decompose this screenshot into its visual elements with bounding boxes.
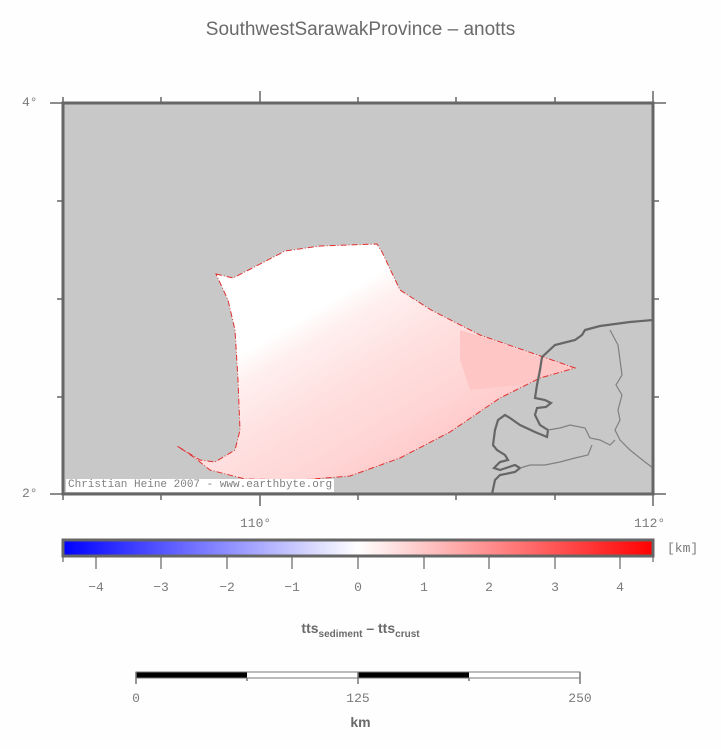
map-title: SouthwestSarawakProvince – anotts: [205, 19, 516, 40]
axis-ticks: [50, 91, 666, 506]
colorbar-tick: 3: [551, 580, 559, 595]
colorbar-tick: 1: [420, 580, 428, 595]
colorbar-tick: 2: [485, 580, 493, 595]
scale-tick: 125: [346, 691, 370, 706]
province-boundary: [176, 243, 577, 481]
lat-label-4: 4°: [22, 95, 38, 110]
colorbar-tick: 4: [616, 580, 624, 595]
credit-text: Christian Heine 2007 - www.earthbyte.org: [66, 479, 335, 492]
colorbar-tick: 0: [354, 580, 362, 595]
lon-label-112: 112°: [634, 516, 666, 531]
scale-tick: 0: [132, 691, 140, 706]
colorbar: [61, 538, 655, 569]
scale-bar: [135, 671, 581, 684]
lon-label-110: 110°: [240, 516, 272, 531]
colorbar-tick: −3: [153, 580, 169, 595]
admin-border: [609, 329, 653, 469]
colorbar-tick: −4: [88, 580, 104, 595]
lat-label-2: 2°: [22, 486, 38, 501]
coastline: [490, 318, 653, 494]
colorbar-tick: −1: [284, 580, 300, 595]
colorbar-tick: −2: [219, 580, 235, 595]
colorbar-label: ttssediment – ttscrust: [301, 620, 420, 640]
scale-tick: 250: [568, 691, 592, 706]
colorbar-unit: [km]: [667, 541, 699, 556]
scale-unit: km: [350, 714, 371, 730]
